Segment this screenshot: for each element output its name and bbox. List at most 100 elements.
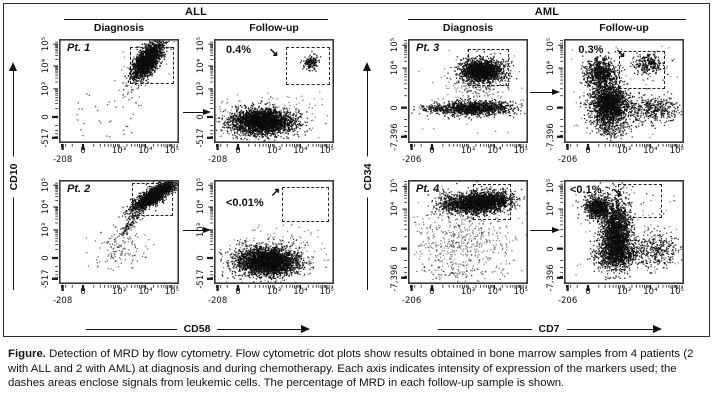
dot-plot-canvas-aml-4 — [399, 37, 531, 152]
x-tick-label: 10⁴ — [293, 287, 308, 297]
y-tick-label: 0 — [390, 104, 400, 111]
x-tick-label: 10⁵ — [513, 146, 528, 156]
y-tick-label: 10⁵ — [41, 178, 51, 193]
x-axis-marker-cd58: CD58 — [86, 322, 310, 336]
y-tick-label: 10⁴ — [196, 199, 206, 215]
y-tick-label: 0 — [196, 255, 206, 261]
x-tick-label: 0 — [80, 146, 86, 156]
x-tick-label: 0 — [585, 146, 591, 156]
x-tick-label: 10⁴ — [643, 146, 658, 156]
y-tick-label: 10⁵ — [390, 38, 400, 53]
diagnosis-to-followup-arrow-icon — [530, 88, 560, 95]
leukemic-gate — [618, 184, 663, 219]
x-tick-label: 10³ — [266, 146, 282, 156]
group-title-aml: AML — [534, 6, 560, 18]
x-tick-label: -206 — [401, 155, 422, 165]
leukemic-gate — [619, 51, 665, 89]
y-tick-label: -517 — [41, 269, 51, 289]
y-tick-label: -517 — [196, 269, 206, 289]
y-tick-label: 0 — [41, 114, 51, 120]
column-header-all-followup: Follow-up — [249, 22, 299, 34]
x-marker-label-cd58: CD58 — [183, 323, 211, 335]
x-tick-label: 10⁴ — [138, 146, 153, 156]
y-tick-label: -517 — [41, 128, 51, 148]
group-rule-aml — [408, 19, 686, 20]
x-tick-label: -206 — [401, 296, 422, 306]
x-tick-label: 10⁵ — [164, 287, 179, 297]
leukemic-gate — [286, 47, 331, 85]
y-tick-label: -7,396 — [390, 123, 400, 151]
x-tick-label: 10⁵ — [319, 287, 334, 297]
diagnosis-to-followup-arrow-icon — [530, 226, 560, 233]
x-tick-label: 0 — [80, 287, 86, 297]
y-tick-label: 0 — [390, 245, 400, 252]
y-axis-marker-cd34: CD34 — [362, 62, 374, 290]
y-tick-label: 10⁴ — [41, 199, 51, 215]
patient-label: Pt. 4 — [416, 183, 440, 195]
x-tick-label: -208 — [207, 296, 228, 306]
x-tick-label: 10⁵ — [319, 146, 334, 156]
axis-line — [438, 328, 532, 330]
patient-label: Pt. 2 — [67, 183, 91, 195]
y-tick-label: -7,396 — [546, 264, 556, 292]
y-tick-label: 10³ — [41, 222, 51, 238]
x-tick-label: 10⁵ — [669, 146, 684, 156]
x-tick-label: -208 — [207, 155, 228, 165]
y-tick-label: 10⁴ — [41, 58, 51, 74]
y-marker-label-cd34: CD34 — [362, 156, 374, 198]
up-arrow-icon — [9, 62, 18, 71]
y-tick-label: 0 — [546, 104, 556, 111]
mrd-arrow-icon: ↗ — [270, 185, 281, 199]
x-tick-label: 10⁴ — [643, 287, 658, 297]
patient-label: Pt. 1 — [67, 42, 91, 54]
right-arrow-icon — [566, 324, 662, 333]
x-tick-label: 10⁴ — [487, 287, 502, 297]
leukemic-gate — [132, 183, 173, 217]
y-tick-label: 0 — [41, 255, 51, 261]
right-arrow-icon — [217, 324, 310, 333]
caption-label: Figure. — [8, 348, 46, 360]
y-tick-label: 10⁴ — [390, 201, 400, 217]
figure-panel: ALL AML Diagnosis Follow-up Diagnosis Fo… — [3, 3, 710, 337]
y-tick-label: 10³ — [196, 81, 206, 97]
mrd-percentage: <0.1% — [570, 184, 602, 196]
mrd-arrow-icon: ↘ — [268, 45, 279, 59]
y-tick-label: 10⁵ — [546, 179, 556, 194]
group-title-all: ALL — [185, 6, 207, 18]
dot-plot-canvas-aml-6 — [399, 178, 531, 293]
dot-plot-canvas-all-2 — [50, 178, 182, 293]
mrd-percentage: <0.01% — [226, 197, 264, 209]
dot-plot-canvas-aml-5 — [555, 37, 687, 152]
x-tick-label: 0 — [235, 287, 241, 297]
x-tick-label: -206 — [557, 296, 578, 306]
y-tick-label: 10⁴ — [390, 60, 400, 76]
x-tick-label: 10³ — [616, 146, 632, 156]
mrd-arrow-icon: ↘ — [615, 46, 626, 60]
dot-plot-canvas-all-1 — [205, 37, 337, 152]
x-tick-label: 10⁵ — [513, 287, 528, 297]
y-tick-label: 10⁵ — [196, 37, 206, 52]
mrd-percentage: 0.3% — [578, 44, 604, 56]
y-tick-label: 10⁵ — [546, 38, 556, 53]
x-tick-label: 10³ — [111, 287, 127, 297]
leukemic-gate — [282, 187, 330, 222]
y-tick-label: -7,396 — [390, 264, 400, 292]
x-tick-label: 0 — [429, 146, 435, 156]
y-tick-label: -517 — [196, 128, 206, 148]
mrd-arrow-icon: ↘ — [612, 185, 623, 199]
x-tick-label: 10⁵ — [669, 287, 684, 297]
leukemic-gate — [129, 47, 175, 84]
caption-text: Detection of MRD by flow cytometry. Flow… — [8, 348, 694, 390]
y-tick-label: 0 — [196, 114, 206, 120]
leukemic-gate — [472, 184, 512, 220]
x-tick-label: 10³ — [460, 146, 476, 156]
x-tick-label: 10⁴ — [487, 146, 502, 156]
y-tick-label: 10³ — [41, 81, 51, 97]
column-header-aml-diagnosis: Diagnosis — [442, 22, 494, 34]
y-tick-label: 10⁴ — [546, 60, 556, 76]
leukemic-gate — [468, 49, 509, 86]
x-tick-label: 0 — [235, 146, 241, 156]
y-tick-label: 0 — [546, 245, 556, 252]
patient-label: Pt. 3 — [416, 42, 440, 54]
up-arrow-icon — [363, 62, 372, 71]
